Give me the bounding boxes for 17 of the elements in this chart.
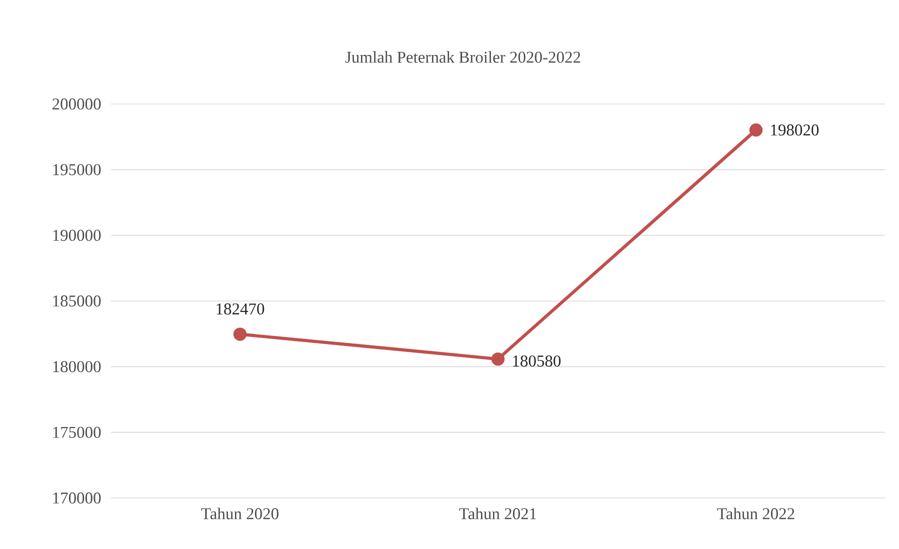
y-tick-label: 170000 xyxy=(53,492,101,504)
y-tick-label: 175000 xyxy=(53,426,101,438)
point xyxy=(491,352,505,366)
y-tick-label: 185000 xyxy=(53,295,101,307)
y-tick-label: 200000 xyxy=(52,98,101,110)
x-tick-label: Tahun 2020 xyxy=(201,508,278,520)
x-tick-label: Tahun 2022 xyxy=(717,508,794,520)
chart-title: Jumlah Peternak Broiler 2020-2022 xyxy=(345,51,580,63)
data-label: 198020 xyxy=(771,124,819,136)
y-tick-label: 195000 xyxy=(53,164,101,176)
point xyxy=(233,328,247,341)
y-tick-label: 190000 xyxy=(53,230,101,241)
data-label: 180580 xyxy=(513,355,561,367)
point xyxy=(749,123,763,137)
x-tick-label: Tahun 2021 xyxy=(459,508,536,520)
y-tick-label: 180000 xyxy=(53,361,101,372)
data-label: 182470 xyxy=(216,303,264,315)
